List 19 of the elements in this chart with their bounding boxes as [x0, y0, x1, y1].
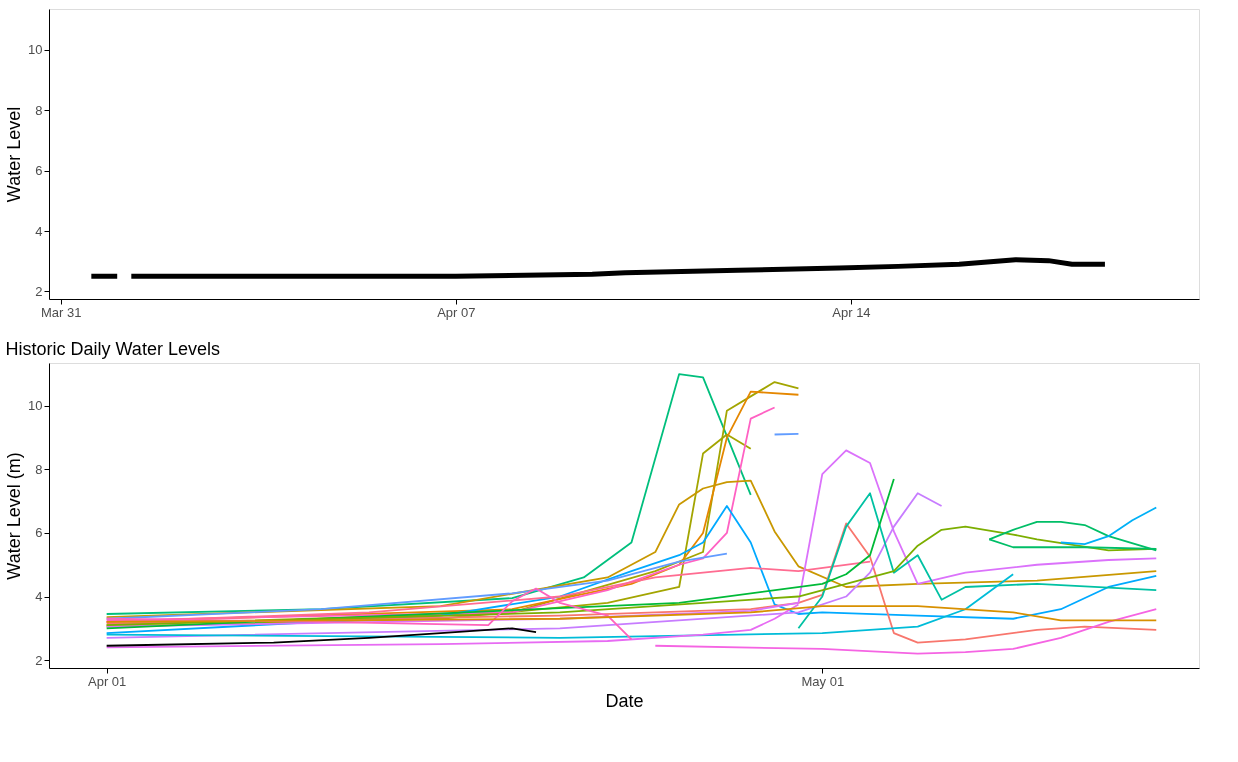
y-tick-label: 4 — [35, 223, 43, 239]
y-tick-label: 6 — [35, 525, 43, 541]
x-axis-title: Date — [605, 690, 644, 711]
y-tick-label: 10 — [28, 398, 43, 414]
y-axis-title: Water Level (m) — [4, 452, 25, 580]
x-tick-label: May 01 — [801, 673, 845, 689]
x-tick-label: Apr 01 — [87, 673, 127, 689]
chart-title: Historic Daily Water Levels — [5, 339, 220, 359]
y-tick-label: 8 — [35, 461, 43, 477]
y-tick-label: 10 — [28, 42, 43, 58]
x-tick-label: Apr 07 — [437, 304, 476, 320]
y-tick-label: 8 — [35, 102, 43, 118]
y-tick-label: 4 — [35, 589, 43, 605]
y-tick-label: 2 — [35, 283, 43, 299]
y-axis-title: Water Level — [4, 106, 25, 203]
y-tick-label: 2 — [35, 652, 43, 668]
x-tick-label: Mar 31 — [41, 304, 82, 320]
x-tick-label: Apr 14 — [832, 304, 871, 320]
y-tick-label: 6 — [35, 163, 43, 179]
